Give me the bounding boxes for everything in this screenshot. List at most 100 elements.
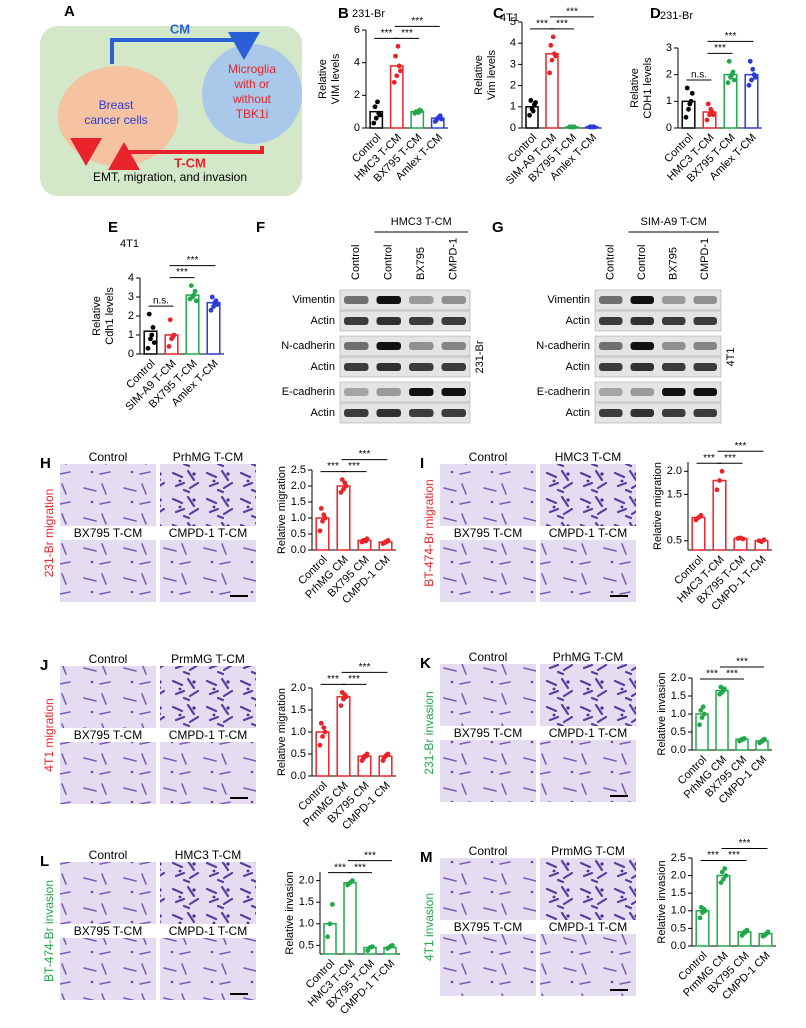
- data-point: [166, 344, 172, 349]
- y-tick-label: 6: [354, 24, 360, 36]
- row-label: N-cadherin: [536, 340, 590, 352]
- y-tick-label: 1: [128, 329, 134, 341]
- band: [630, 342, 654, 350]
- panel-letter: J: [40, 657, 48, 674]
- micrograph-cells: [160, 464, 256, 526]
- y-axis-label: Relative migration: [652, 462, 664, 550]
- data-point: [145, 345, 151, 351]
- data-point: [747, 58, 753, 64]
- image-label: HMC3 T-CM: [175, 848, 241, 862]
- bar: [185, 294, 200, 355]
- data-point: [550, 34, 556, 40]
- band: [376, 317, 401, 325]
- data-point: [320, 734, 325, 739]
- data-point: [191, 292, 197, 298]
- data-point: [167, 317, 173, 323]
- band: [409, 317, 434, 325]
- significance-label: ***: [348, 461, 360, 472]
- band: [441, 388, 466, 396]
- data-point: [698, 512, 704, 518]
- image-label: CMPD-1 T-CM: [169, 728, 247, 742]
- y-tick-label: 2: [510, 80, 516, 92]
- image-label: PrmMG T-CM: [551, 844, 625, 858]
- row-label: E-cadherin: [282, 386, 335, 398]
- data-point: [717, 478, 722, 483]
- y-tick-label: 2.5: [291, 464, 306, 476]
- y-tick-label: 3: [510, 58, 516, 70]
- bar: [369, 110, 384, 129]
- data-point: [150, 325, 156, 330]
- microglia-label: Microglia: [228, 62, 276, 76]
- data-point: [689, 90, 695, 96]
- blot-strip: [339, 402, 471, 424]
- image-label: Control: [469, 450, 508, 464]
- y-tick-label: 3: [666, 42, 672, 54]
- micrograph-cells: [60, 938, 156, 1000]
- significance-label: ***: [725, 31, 737, 42]
- significance-label: ***: [566, 6, 578, 17]
- bar: [715, 689, 729, 751]
- image-label: Control: [89, 848, 128, 862]
- data-point: [710, 112, 716, 118]
- row-label: Actin: [566, 407, 590, 419]
- chart-title: 4T1: [120, 238, 139, 250]
- band: [599, 296, 623, 304]
- image-label: Control: [469, 844, 508, 858]
- significance-label: ***: [739, 838, 751, 849]
- row-label: Vimentin: [547, 294, 590, 306]
- row-label: Actin: [311, 361, 335, 373]
- data-point: [701, 906, 707, 912]
- data-point: [760, 737, 766, 743]
- data-point: [750, 66, 756, 72]
- y-tick-label: 0: [666, 122, 672, 134]
- micrograph-cells: [440, 464, 536, 526]
- data-point: [188, 283, 194, 288]
- band: [344, 388, 369, 396]
- band: [630, 388, 654, 396]
- band: [441, 409, 466, 417]
- row-label: Vimentin: [292, 294, 335, 306]
- y-tick-label: 2: [128, 310, 134, 322]
- y-tick-label: 5: [510, 16, 516, 28]
- y-axis-label: Vim levels: [486, 50, 498, 100]
- micrograph-cells: [160, 540, 256, 602]
- bar: [343, 882, 357, 955]
- micrograph-cells: [540, 740, 636, 802]
- data-point: [764, 930, 770, 936]
- y-tick-label: 0.5: [671, 726, 686, 738]
- data-point: [338, 703, 344, 708]
- micrograph-cells: [440, 858, 536, 920]
- y-tick-label: 1.5: [291, 704, 306, 716]
- band: [693, 342, 717, 350]
- band: [662, 296, 686, 304]
- y-axis-label: Relative invasion: [656, 672, 668, 755]
- data-point: [371, 120, 377, 126]
- data-point: [718, 684, 724, 690]
- y-tick-label: 2.0: [291, 480, 306, 492]
- band: [599, 363, 623, 371]
- lane-label: BX795: [415, 247, 427, 280]
- y-tick-label: 1.0: [671, 708, 686, 720]
- side-label: 4T1 migration: [42, 698, 56, 771]
- y-tick-label: 0.0: [671, 940, 686, 952]
- significance-label: ***: [334, 862, 346, 873]
- microglia-label: without: [232, 92, 272, 106]
- significance-label: ***: [714, 43, 726, 54]
- y-tick-label: 2: [354, 89, 360, 101]
- image-label: CMPD-1 T-CM: [169, 924, 247, 938]
- micrograph-cells: [60, 742, 156, 804]
- significance-label: ***: [354, 862, 366, 873]
- data-point: [570, 124, 576, 130]
- image-label: CMPD-1 T-CM: [549, 526, 627, 540]
- tcm-arrow: [108, 142, 264, 170]
- blot-strip: [339, 356, 471, 378]
- band: [409, 388, 434, 396]
- significance-label: ***: [556, 18, 568, 29]
- data-point: [548, 42, 554, 48]
- blot-strip: [594, 335, 722, 357]
- y-axis-label: Relative: [629, 68, 641, 108]
- y-tick-label: 1: [510, 101, 516, 113]
- significance-label: ***: [359, 449, 371, 460]
- y-tick-label: 2: [666, 69, 672, 81]
- significance-label: ***: [735, 441, 747, 452]
